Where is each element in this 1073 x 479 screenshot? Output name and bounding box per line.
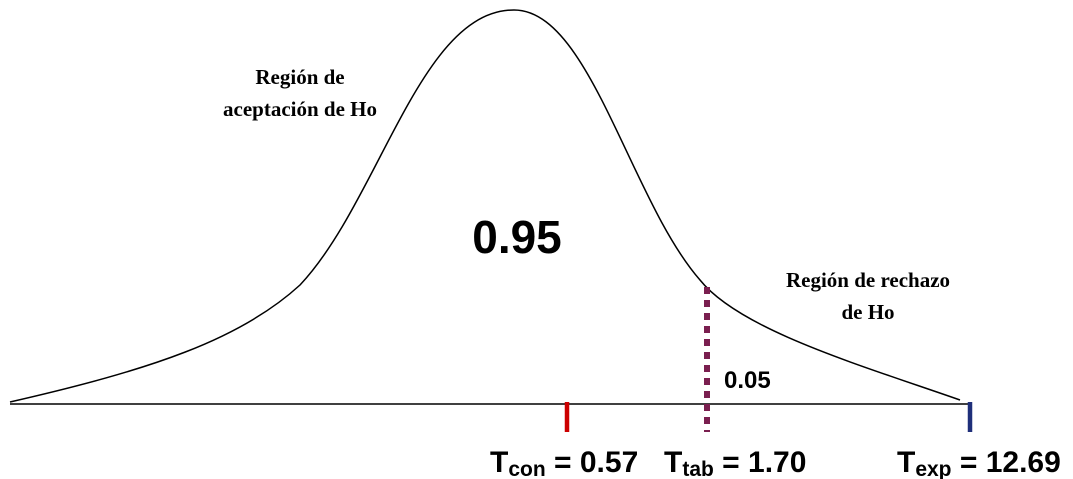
t-con-label: Tcon = 0.57 xyxy=(490,446,638,479)
acceptance-region-label-line1: Región de xyxy=(255,65,344,89)
rejection-region-label-line1: Región de rechazo xyxy=(786,268,950,292)
rejection-region-label-line2: de Ho xyxy=(841,300,894,324)
acceptance-region-label-line2: aceptación de Ho xyxy=(223,97,377,121)
acceptance-area-value: 0.95 xyxy=(472,211,562,263)
t-exp-label: Texp = 12.69 xyxy=(897,446,1061,479)
normal-curve xyxy=(9,9,961,403)
t-tab-label: Ttab = 1.70 xyxy=(664,446,806,479)
rejection-area-value: 0.05 xyxy=(724,367,771,394)
